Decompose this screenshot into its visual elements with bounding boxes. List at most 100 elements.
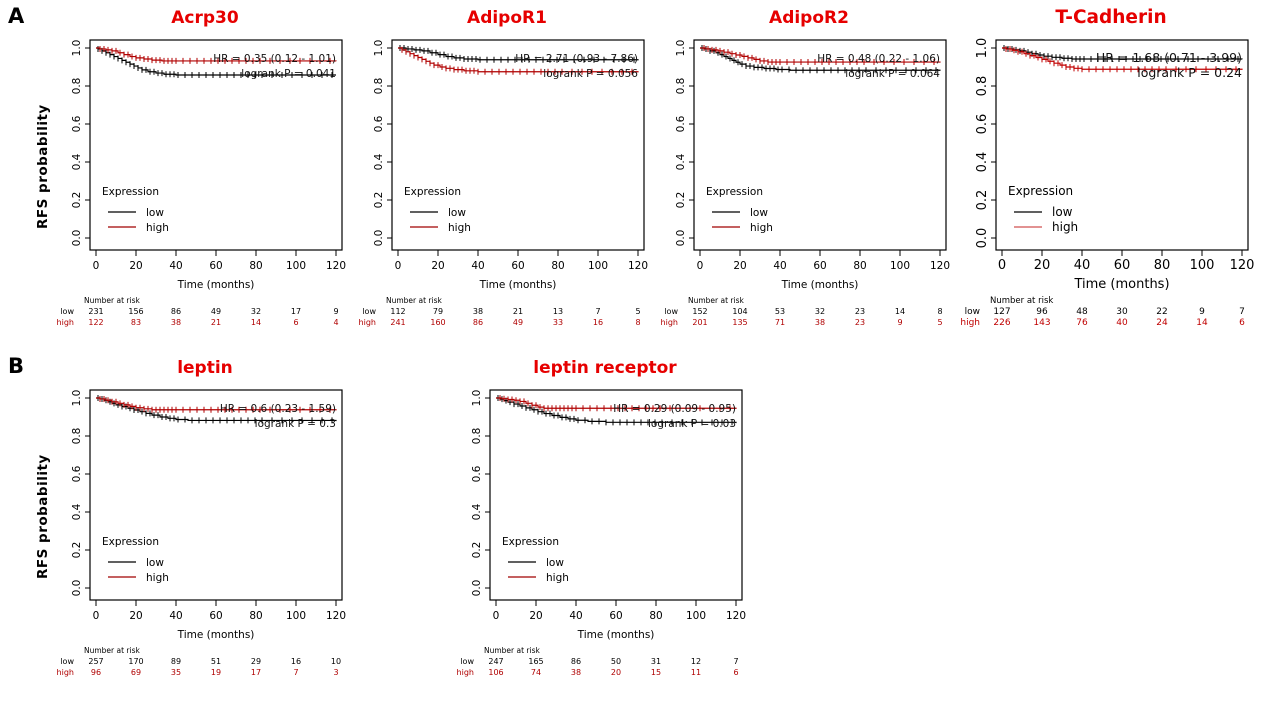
- survival-plot-svg: 0.0 0.2 0.4 0.6 0.8 1.0 0 20 40 60 80 100 120 Time (m…: [471, 389, 746, 641]
- risk-table-header: Number at risk: [990, 296, 1053, 306]
- risk-value: 86: [571, 657, 581, 666]
- km-plot-acrp30: Acrp30 0.0 0.2 0.4 0.6 0.8 1.0 0 20 40 60 80 100 120 T…: [54, 6, 356, 330]
- risk-value: 89: [171, 657, 181, 666]
- panel-b-label: B: [8, 354, 25, 378]
- y-tick-label: 1.0: [373, 40, 385, 57]
- logrank-annotation: logrank P = 0.24: [1137, 65, 1242, 80]
- x-tick-label: 80: [649, 610, 662, 622]
- x-axis-label: Time (months): [577, 629, 655, 641]
- risk-row-label-low: low: [60, 657, 74, 666]
- legend-title: Expression: [1008, 184, 1073, 198]
- risk-value: 38: [171, 318, 181, 327]
- plot-title: Acrp30: [171, 8, 239, 28]
- logrank-annotation: logrank P = 0.3: [255, 418, 336, 430]
- y-tick-label: 0.4: [675, 153, 687, 170]
- risk-value: 8: [937, 307, 942, 316]
- y-tick-label: 0.0: [71, 580, 83, 597]
- risk-value: 16: [291, 657, 301, 666]
- y-tick-label: 0.2: [71, 192, 83, 209]
- risk-value: 7: [733, 657, 738, 666]
- plot-title: leptin receptor: [533, 358, 677, 378]
- risk-value: 4: [333, 318, 338, 327]
- risk-value: 48: [1076, 307, 1088, 317]
- legend-label-high: high: [1052, 220, 1078, 234]
- survival-plot-svg: 0.0 0.2 0.4 0.6 0.8 1.0 0 20 40 60 80 100 120 Time (m…: [71, 39, 346, 291]
- risk-value: 50: [611, 657, 621, 666]
- y-tick-label: 0.2: [71, 542, 83, 559]
- x-tick-label: 20: [129, 610, 142, 622]
- y-tick-label: 0.6: [471, 465, 483, 482]
- risk-value: 21: [513, 307, 523, 316]
- y-tick-label: 0.8: [675, 78, 687, 95]
- x-tick-label: 120: [326, 610, 346, 622]
- x-tick-label: 60: [609, 610, 622, 622]
- risk-value: 5: [937, 318, 942, 327]
- panel-b: B RFS probability leptin 0.0 0.2 0.4 0.6 0.8 1…: [0, 356, 1280, 680]
- risk-value: 11: [691, 668, 701, 677]
- x-tick-label: 0: [395, 260, 402, 272]
- risk-value: 12: [691, 657, 701, 666]
- risk-row-label-high: high: [457, 668, 474, 677]
- x-tick-label: 120: [726, 610, 746, 622]
- y-tick-label: 0.4: [373, 153, 385, 170]
- y-tick-label: 0.8: [471, 428, 483, 445]
- risk-value: 7: [1239, 307, 1245, 317]
- survival-plot-svg: 0.0 0.2 0.4 0.6 0.8 1.0 0 20 40 60 80 100 120 Time (m…: [373, 39, 648, 291]
- x-tick-label: 100: [1190, 258, 1215, 273]
- x-tick-label: 100: [286, 610, 306, 622]
- x-tick-label: 40: [471, 260, 484, 272]
- hr-annotation: HR = 0.35 (0.12 - 1.01): [213, 53, 336, 65]
- risk-value: 226: [993, 318, 1010, 328]
- risk-value: 247: [488, 657, 503, 666]
- x-axis-label: Time (months): [1073, 277, 1169, 292]
- risk-value: 106: [488, 668, 503, 677]
- legend-title: Expression: [502, 536, 559, 548]
- risk-value: 38: [473, 307, 483, 316]
- x-tick-label: 80: [249, 610, 262, 622]
- x-tick-label: 120: [628, 260, 648, 272]
- risk-value: 14: [895, 307, 905, 316]
- x-tick-label: 0: [493, 610, 500, 622]
- risk-value: 3: [333, 668, 338, 677]
- logrank-annotation: logrank P = 0.064: [845, 68, 940, 80]
- x-tick-label: 80: [249, 260, 262, 272]
- survival-plot-svg: 0.0 0.2 0.4 0.6 0.8 1.0 0 20 40 60 80 100 120 Time (m…: [675, 39, 950, 291]
- y-tick-label: 0.2: [471, 542, 483, 559]
- plot-title: AdipoR2: [769, 8, 849, 28]
- panel-a-label: A: [8, 4, 25, 28]
- y-tick-label: 0.0: [975, 228, 990, 249]
- x-tick-label: 120: [930, 260, 950, 272]
- plot-title: T-Cadherin: [1055, 7, 1167, 28]
- y-tick-label: 0.8: [71, 428, 83, 445]
- hr-annotation: HR = 0.48 (0.22 - 1.06): [817, 53, 940, 65]
- x-tick-label: 100: [286, 260, 306, 272]
- y-tick-label: 0.4: [71, 503, 83, 520]
- hr-annotation: HR = 0.29 (0.09 - 0.95): [613, 403, 736, 415]
- risk-value: 17: [251, 668, 261, 677]
- risk-value: 31: [651, 657, 661, 666]
- km-plot-tcadherin: T-Cadherin 0.0 0.2 0.4 0.6 0.8 1.0 0 20 40 60 80 100…: [960, 6, 1262, 330]
- risk-value: 122: [88, 318, 103, 327]
- y-tick-label: 0.2: [675, 192, 687, 209]
- risk-value: 53: [775, 307, 785, 316]
- y-tick-label: 0.4: [975, 152, 990, 173]
- y-tick-label: 0.2: [373, 192, 385, 209]
- risk-value: 152: [692, 307, 707, 316]
- risk-row-label-high: high: [359, 318, 376, 327]
- risk-value: 104: [732, 307, 747, 316]
- x-axis-label: Time (months): [781, 279, 859, 291]
- legend-label-low: low: [750, 207, 768, 219]
- y-tick-label: 0.8: [975, 76, 990, 97]
- risk-value: 51: [211, 657, 221, 666]
- legend-label-low: low: [546, 557, 564, 569]
- x-tick-label: 0: [93, 610, 100, 622]
- risk-value: 9: [333, 307, 338, 316]
- risk-value: 7: [293, 668, 298, 677]
- risk-table-svg: Number at risk low 112 79 38 21 13 7 5 high 241 160…: [359, 296, 641, 327]
- legend-label-high: high: [448, 222, 471, 234]
- x-tick-label: 100: [686, 610, 706, 622]
- risk-value: 9: [897, 318, 902, 327]
- km-curve-high: [96, 47, 337, 62]
- x-tick-label: 0: [93, 260, 100, 272]
- legend-title: Expression: [102, 536, 159, 548]
